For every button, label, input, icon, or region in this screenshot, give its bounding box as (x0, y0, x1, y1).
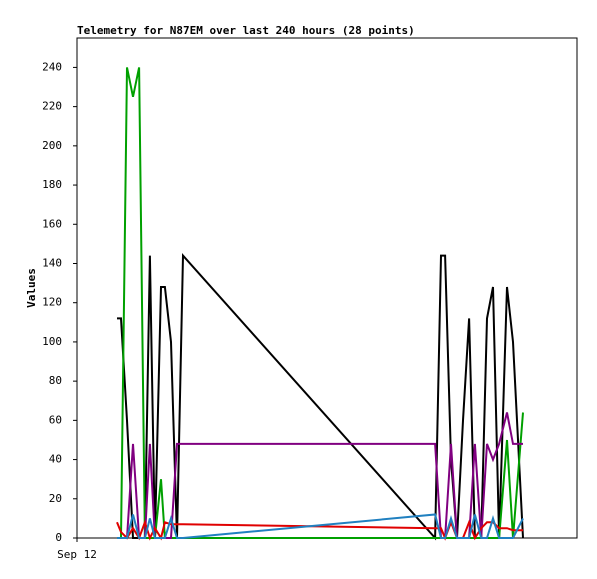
y-tick-label: 160 (42, 217, 62, 230)
y-tick-label: 100 (42, 335, 62, 348)
y-tick-label: 240 (42, 60, 62, 73)
y-tick-label: 120 (42, 296, 62, 309)
chart-title: Telemetry for N87EM over last 240 hours … (77, 24, 415, 37)
y-tick-label: 140 (42, 256, 62, 269)
y-axis-label: Values (25, 268, 38, 308)
y-tick-label: 220 (42, 100, 62, 113)
x-tick-label: Sep 12 (57, 548, 97, 561)
y-tick-label: 200 (42, 139, 62, 152)
series-line (117, 513, 524, 539)
y-tick-label: 40 (49, 453, 62, 466)
y-tick-label: 180 (42, 178, 62, 191)
series-line (117, 67, 524, 539)
y-tick-label: 80 (49, 374, 62, 387)
y-tick-label: 0 (55, 531, 62, 544)
y-tick-label: 20 (49, 492, 62, 505)
y-tick-label: 60 (49, 413, 62, 426)
